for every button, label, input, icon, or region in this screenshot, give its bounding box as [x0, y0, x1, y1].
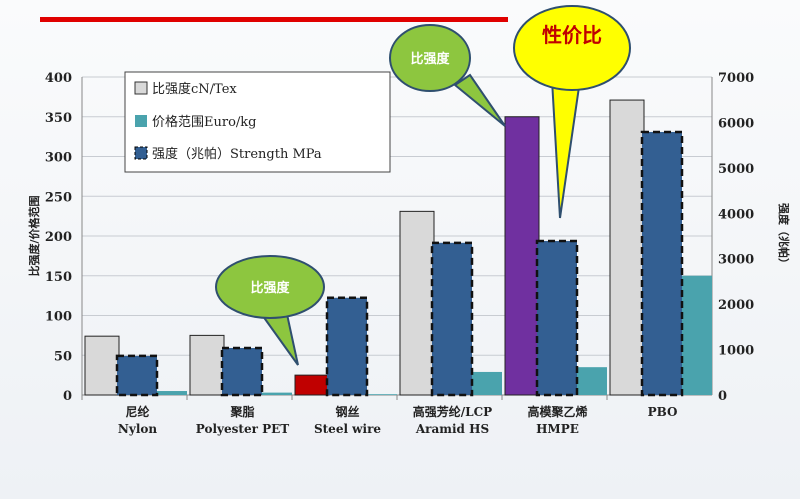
x-tick-label: 高模聚乙烯 — [527, 404, 587, 419]
bar-price — [469, 371, 502, 395]
callout-cost-performance: 性价比 — [513, 5, 631, 219]
x-tick-label: 高强芳纶/LCP — [413, 404, 492, 419]
x-tick-label: 钢丝 — [335, 404, 359, 419]
y2-tick-label: 6000 — [718, 116, 754, 131]
svg-text:比强度: 比强度 — [250, 280, 290, 296]
callout-specific-strength-hmpe: 比强度 — [389, 24, 506, 127]
y-tick-label: 150 — [45, 270, 72, 285]
y-tick-label: 50 — [54, 349, 72, 364]
legend-label: 价格范围Euro/kg — [152, 114, 256, 130]
legend-swatch — [134, 146, 148, 160]
bar-specific-strength — [189, 334, 225, 396]
bar-price — [574, 367, 607, 395]
y-tick-label: 350 — [45, 111, 72, 126]
x-tick-label: PBO — [648, 405, 678, 419]
y-axis-label: 比强度/价格范围 — [27, 195, 41, 276]
svg-text:性价比: 性价比 — [542, 23, 602, 47]
svg-text:比强度: 比强度 — [410, 51, 450, 67]
bar-strength — [430, 241, 474, 397]
y2-tick-label: 5000 — [718, 162, 754, 177]
bar-strength — [220, 346, 264, 397]
bar-strength — [115, 354, 159, 397]
legend-label: 比强度cN/Tex — [152, 81, 237, 97]
bar-price — [259, 392, 292, 395]
y2-tick-label: 4000 — [718, 207, 754, 222]
x-tick-label: Polyester PET — [196, 422, 289, 436]
bar-specific-strength — [84, 335, 120, 396]
x-tick-label: Aramid HS — [415, 422, 489, 436]
callout-specific-strength-steel: 比强度 — [215, 255, 325, 366]
bar-price — [154, 391, 187, 395]
legend-swatch — [134, 81, 148, 95]
x-tick-label: HMPE — [536, 422, 579, 436]
bar-specific-strength — [504, 116, 540, 396]
y-tick-label: 250 — [45, 190, 72, 205]
x-tick-label: Steel wire — [314, 422, 381, 436]
y2-tick-label: 3000 — [718, 253, 754, 268]
bar-strength — [325, 296, 369, 397]
y-tick-label: 100 — [45, 310, 72, 325]
bar-price — [364, 394, 397, 395]
y2-tick-label: 0 — [718, 389, 727, 404]
title-underline — [40, 17, 508, 22]
y-tick-label: 400 — [45, 71, 72, 86]
bar-price — [679, 275, 712, 395]
y-tick-label: 0 — [63, 389, 72, 404]
legend: 比强度cN/Tex 价格范围Euro/kg 强度（兆帕）Strength MPa — [124, 71, 391, 173]
legend-swatch — [135, 115, 147, 127]
y-tick-label: 300 — [45, 151, 72, 166]
y2-axis-label: 强度（兆帕） — [777, 203, 791, 269]
y-tick-label: 200 — [45, 230, 72, 245]
x-tick-label: 聚脂 — [229, 404, 254, 419]
y2-tick-label: 2000 — [718, 298, 754, 313]
bar-specific-strength — [294, 374, 330, 396]
bar-strength — [640, 130, 684, 397]
y2-tick-label: 7000 — [718, 71, 754, 86]
legend-label: 强度（兆帕）Strength MPa — [152, 146, 322, 162]
bar-specific-strength — [609, 99, 645, 396]
x-tick-label: 尼纶 — [125, 404, 149, 419]
y2-tick-label: 1000 — [718, 344, 754, 359]
bar-strength — [535, 239, 579, 397]
x-tick-label: Nylon — [118, 422, 158, 436]
bar-specific-strength — [399, 210, 435, 396]
